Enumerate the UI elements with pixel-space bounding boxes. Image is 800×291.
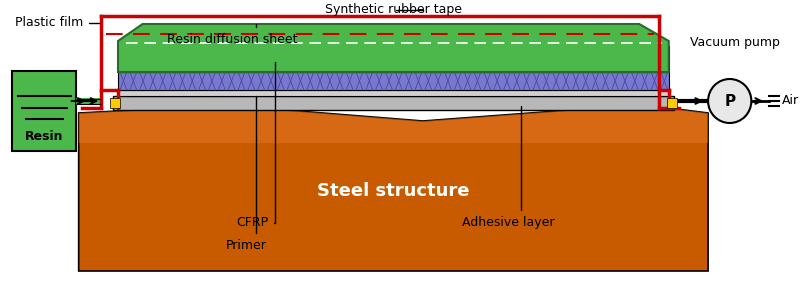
Text: CFRP: CFRP bbox=[236, 62, 275, 229]
Bar bbox=[118, 56, 669, 64]
Bar bbox=[12, 71, 76, 151]
Bar bbox=[113, 96, 674, 110]
Bar bbox=[110, 98, 120, 108]
Bar bbox=[118, 46, 669, 72]
Text: P: P bbox=[724, 93, 735, 109]
Text: Steel structure: Steel structure bbox=[317, 182, 470, 200]
Text: Primer: Primer bbox=[226, 96, 267, 252]
Polygon shape bbox=[78, 108, 708, 143]
Text: Air: Air bbox=[782, 95, 799, 107]
Text: Resin: Resin bbox=[25, 130, 63, 143]
Circle shape bbox=[708, 79, 751, 123]
Polygon shape bbox=[78, 108, 708, 271]
Text: Plastic film: Plastic film bbox=[14, 16, 98, 29]
Bar bbox=[118, 72, 669, 90]
Text: Vacuum pump: Vacuum pump bbox=[690, 36, 779, 49]
Text: Adhesive layer: Adhesive layer bbox=[462, 106, 554, 229]
Text: Synthetic rubber tape: Synthetic rubber tape bbox=[325, 3, 462, 16]
Bar bbox=[666, 98, 677, 108]
Polygon shape bbox=[118, 24, 669, 72]
Text: Resin diffusion sheet: Resin diffusion sheet bbox=[167, 24, 298, 46]
Bar bbox=[118, 90, 669, 96]
